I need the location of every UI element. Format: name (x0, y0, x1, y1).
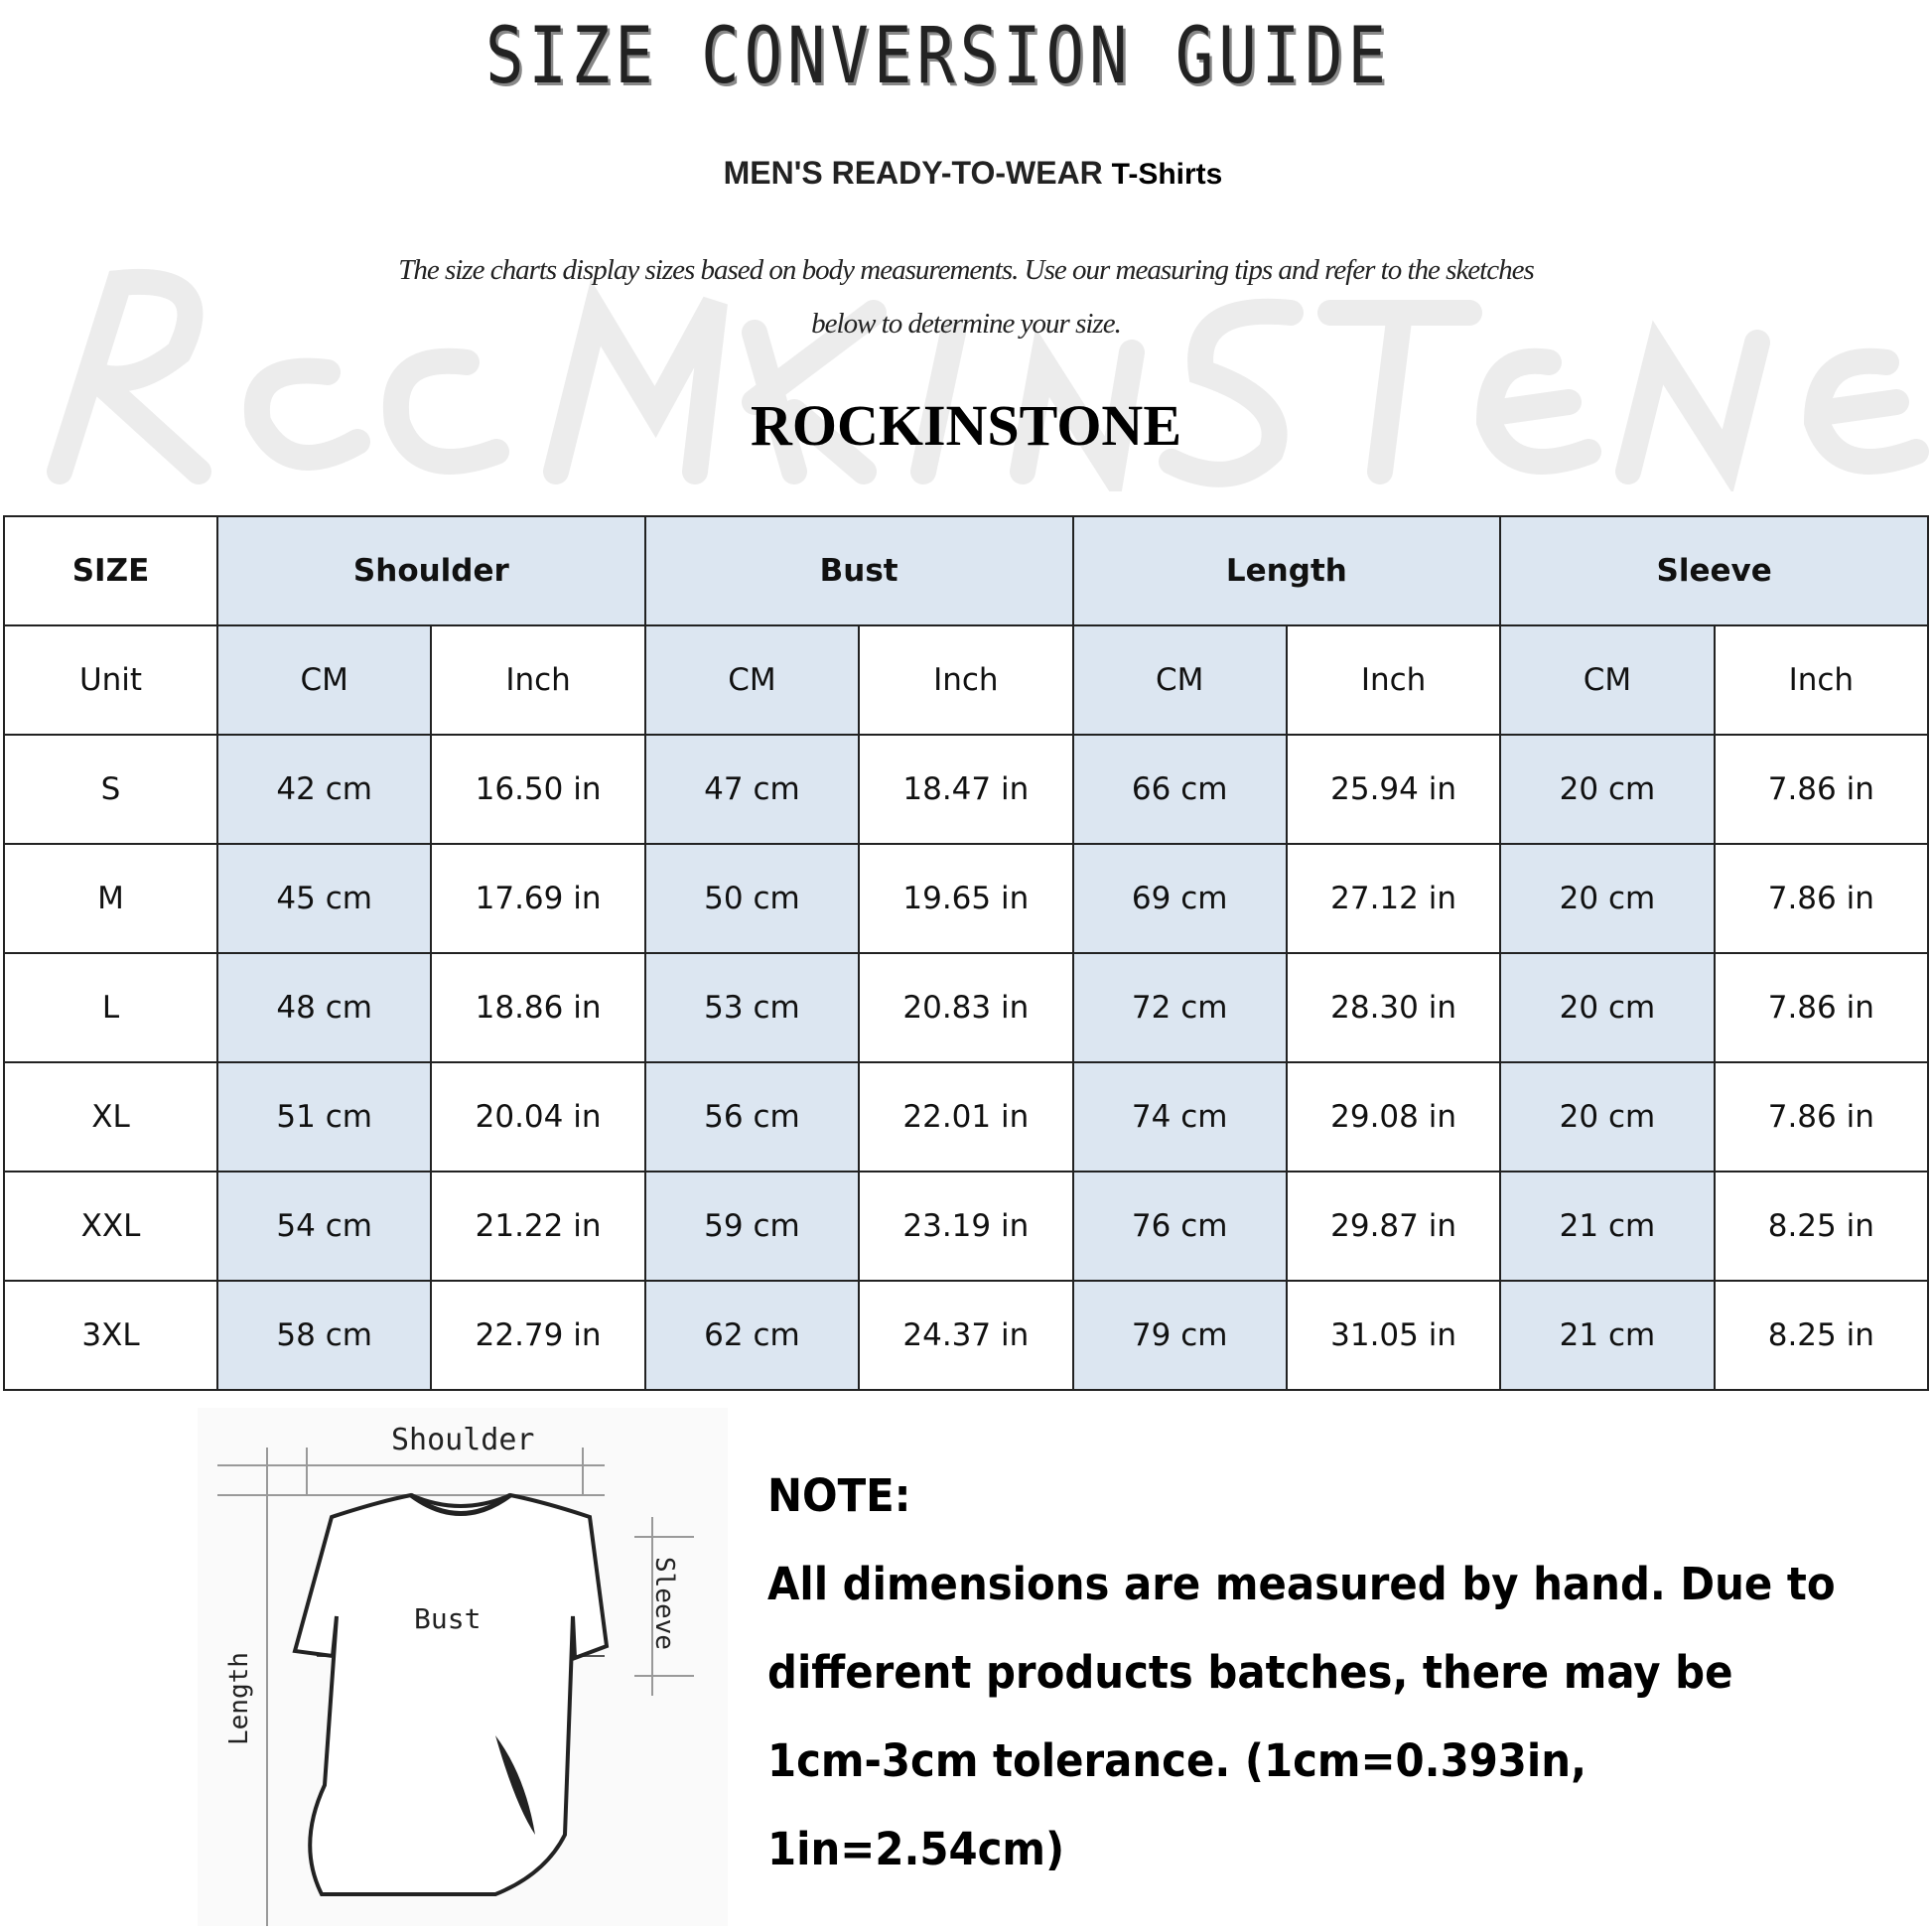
watermark-brush-strokes (47, 268, 1929, 491)
measurement-cell: 27.12 in (1285, 843, 1502, 954)
measurement-cell: 50 cm (643, 843, 861, 954)
measurement-cell: 25.94 in (1285, 734, 1502, 845)
measurement-cell: 18.47 in (858, 734, 1074, 845)
measurement-cell: 18.86 in (430, 952, 646, 1063)
measurement-cell: 24.37 in (858, 1280, 1074, 1391)
measurement-cell: 56 cm (643, 1061, 861, 1173)
size-chart-table: SIZE Shoulder Bust Length Sleeve Unit CM… (3, 515, 1930, 1391)
measurement-cell: 79 cm (1071, 1280, 1288, 1391)
measurement-cell: 16.50 in (430, 734, 646, 845)
tshirt-outline (292, 1492, 610, 1896)
measurement-cell: 20 cm (1499, 952, 1716, 1063)
measurement-cell: 21 cm (1499, 1280, 1716, 1391)
measurement-cell: 8.25 in (1713, 1171, 1930, 1282)
measurement-cell: 72 cm (1071, 952, 1288, 1063)
table-row: S 42 cm 16.50 in 47 cm 18.47 in 66 cm 25.94 in… (3, 734, 1930, 845)
size-cell: L (3, 952, 218, 1063)
measurement-cell: 54 cm (215, 1171, 433, 1282)
label-shoulder: Shoulder (391, 1423, 535, 1457)
unit-cell: Inch (858, 624, 1074, 736)
measurement-cell: 20 cm (1499, 1061, 1716, 1173)
watermark-logo (47, 268, 1929, 491)
measurement-cell: 20 cm (1499, 734, 1716, 845)
measurement-cell: 62 cm (643, 1280, 861, 1391)
measurement-cell: 69 cm (1071, 843, 1288, 954)
size-cell: 3XL (3, 1280, 218, 1391)
measurement-cell: 7.86 in (1713, 843, 1930, 954)
unit-cell: CM (215, 624, 433, 736)
measurement-cell: 21 cm (1499, 1171, 1716, 1282)
measurement-cell: 66 cm (1071, 734, 1288, 845)
subtitle-product: T-Shirts (1111, 158, 1223, 191)
tshirt-collar (409, 1492, 512, 1516)
measurement-cell: 48 cm (215, 952, 433, 1063)
measurement-cell: 7.86 in (1713, 734, 1930, 845)
unit-cell: Inch (430, 624, 646, 736)
note-line-3: 1cm-3cm tolerance. (1cm=0.393in, 1in=2.5… (767, 1734, 1587, 1875)
measurement-cell: 22.79 in (430, 1280, 646, 1391)
measurement-cell: 42 cm (215, 734, 433, 845)
measurement-cell: 76 cm (1071, 1171, 1288, 1282)
measurement-cell: 51 cm (215, 1061, 433, 1173)
measurement-cell: 53 cm (643, 952, 861, 1063)
table-row: XL 51 cm 20.04 in 56 cm 22.01 in 74 cm 29.08 i… (3, 1061, 1930, 1173)
group-header-length: Length (1071, 515, 1502, 626)
label-bust: Bust (414, 1602, 481, 1635)
unit-cell: CM (1499, 624, 1716, 736)
measurement-cell: 17.69 in (430, 843, 646, 954)
measurement-cell: 19.65 in (858, 843, 1074, 954)
brand-name: ROCKINSTONE (750, 393, 1182, 458)
size-cell: S (3, 734, 218, 845)
tshirt-shading (495, 1735, 535, 1835)
note-heading: NOTE: (767, 1469, 911, 1522)
measurement-cell: 74 cm (1071, 1061, 1288, 1173)
size-cell: XL (3, 1061, 218, 1173)
measurement-cell: 59 cm (643, 1171, 861, 1282)
group-header-sleeve: Sleeve (1499, 515, 1929, 626)
measurement-cell: 20 cm (1499, 843, 1716, 954)
size-cell: M (3, 843, 218, 954)
measurement-cell: 47 cm (643, 734, 861, 845)
group-header-shoulder: Shoulder (216, 515, 646, 626)
page-title: SIZE CONVERSION GUIDE (485, 12, 1391, 101)
unit-cell: Inch (1285, 624, 1502, 736)
measurement-cell: 22.01 in (858, 1061, 1074, 1173)
description-line-1: The size charts display sizes based on b… (398, 254, 1535, 286)
subtitle-main: MEN'S READY-TO-WEAR (723, 155, 1103, 191)
note-block: NOTE: All dimensions are measured by han… (767, 1451, 1851, 1893)
measurement-cell: 20.04 in (430, 1061, 646, 1173)
header-row-groups: SIZE Shoulder Bust Length Sleeve (3, 515, 1929, 626)
table-row: M 45 cm 17.69 in 50 cm 19.65 in 69 cm 27.12 in… (3, 843, 1930, 954)
unit-cell: CM (1071, 624, 1288, 736)
size-header: SIZE (3, 515, 218, 626)
measurement-cell: 23.19 in (858, 1171, 1074, 1282)
measurement-cell: 8.25 in (1713, 1280, 1930, 1391)
table-row: L 48 cm 18.86 in 53 cm 20.83 in 72 cm 28.30 in… (3, 952, 1930, 1063)
note-line-2: different products batches, there may be (767, 1646, 1733, 1699)
measurement-cell: 29.08 in (1285, 1061, 1502, 1173)
measurement-cell: 20.83 in (858, 952, 1074, 1063)
label-sleeve: Sleeve (649, 1557, 679, 1650)
measurement-cell: 28.30 in (1285, 952, 1502, 1063)
subtitle: MEN'S READY-TO-WEAR T-Shirts (0, 155, 1932, 192)
header-row-units: Unit CM Inch CM Inch CM Inch CM Inch (3, 624, 1930, 736)
measurement-cell: 31.05 in (1285, 1280, 1502, 1391)
unit-cell: CM (643, 624, 861, 736)
table-row: 3XL 58 cm 22.79 in 62 cm 24.37 in 79 cm 31.05 … (3, 1280, 1930, 1391)
description-line-2: below to determine your size. (811, 308, 1122, 340)
measurement-cell: 7.86 in (1713, 1061, 1930, 1173)
label-length: Length (224, 1652, 254, 1745)
measurement-cell: 7.86 in (1713, 952, 1930, 1063)
measurement-cell: 21.22 in (430, 1171, 646, 1282)
measurement-cell: 45 cm (215, 843, 433, 954)
unit-cell: Inch (1713, 624, 1930, 736)
measurement-cell: 58 cm (215, 1280, 433, 1391)
size-cell: XXL (3, 1171, 218, 1282)
tshirt-measurement-diagram: Shoulder Bust Sleeve Length (198, 1408, 728, 1926)
group-header-bust: Bust (643, 515, 1074, 626)
note-line-1: All dimensions are measured by hand. Due… (767, 1558, 1836, 1610)
measurement-cell: 29.87 in (1285, 1171, 1502, 1282)
table-row: XXL 54 cm 21.22 in 59 cm 23.19 in 76 cm 29.87 … (3, 1171, 1930, 1282)
unit-header: Unit (3, 624, 218, 736)
